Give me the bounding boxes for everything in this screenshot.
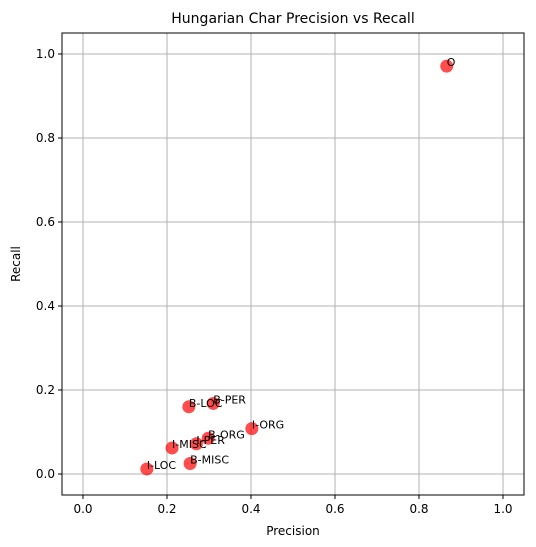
- data-points: [140, 59, 454, 476]
- y-tick-label: 0.0: [36, 467, 55, 481]
- y-axis-label: Recall: [9, 246, 23, 282]
- data-point: [140, 462, 154, 476]
- x-axis-label: Precision: [266, 524, 320, 538]
- y-tick-label: 0.2: [36, 383, 55, 397]
- grid: [62, 33, 524, 495]
- y-tick-label: 0.4: [36, 299, 55, 313]
- data-point: [201, 431, 215, 445]
- x-tick-label: 0.4: [241, 502, 260, 516]
- data-point: [189, 437, 203, 451]
- point-label: B-PER: [213, 393, 246, 406]
- x-tick-label: 0.6: [325, 502, 344, 516]
- data-point: [440, 59, 454, 73]
- data-point: [245, 422, 259, 436]
- point-label: O: [447, 56, 456, 69]
- y-tick-label: 0.8: [36, 131, 55, 145]
- chart-title: Hungarian Char Precision vs Recall: [171, 11, 414, 27]
- x-tick-label: 0.8: [409, 502, 428, 516]
- point-label: B-MISC: [190, 454, 229, 467]
- point-label: B-ORG: [208, 428, 245, 441]
- data-point: [183, 457, 197, 470]
- data-point: [206, 396, 220, 410]
- point-label: I-LOC: [147, 459, 177, 472]
- x-tick-label: 1.0: [493, 502, 512, 516]
- point-label: B-LOC: [189, 397, 223, 410]
- x-tick-label: 0.0: [73, 502, 92, 516]
- data-point: [165, 441, 179, 455]
- point-label: I-MISC: [172, 438, 207, 451]
- point-label: I-PER: [196, 434, 225, 447]
- axis-ticks: 0.0 0.2 0.4 0.6 0.8 1.0 0.0 0.2 0.4 0.6 0.8 1.0: [36, 47, 513, 516]
- y-tick-label: 1.0: [36, 47, 55, 61]
- plot-frame: [61, 32, 525, 496]
- x-tick-label: 0.2: [157, 502, 176, 516]
- point-label: I-ORG: [252, 419, 284, 432]
- y-tick-label: 0.6: [36, 215, 55, 229]
- data-point: [182, 400, 196, 414]
